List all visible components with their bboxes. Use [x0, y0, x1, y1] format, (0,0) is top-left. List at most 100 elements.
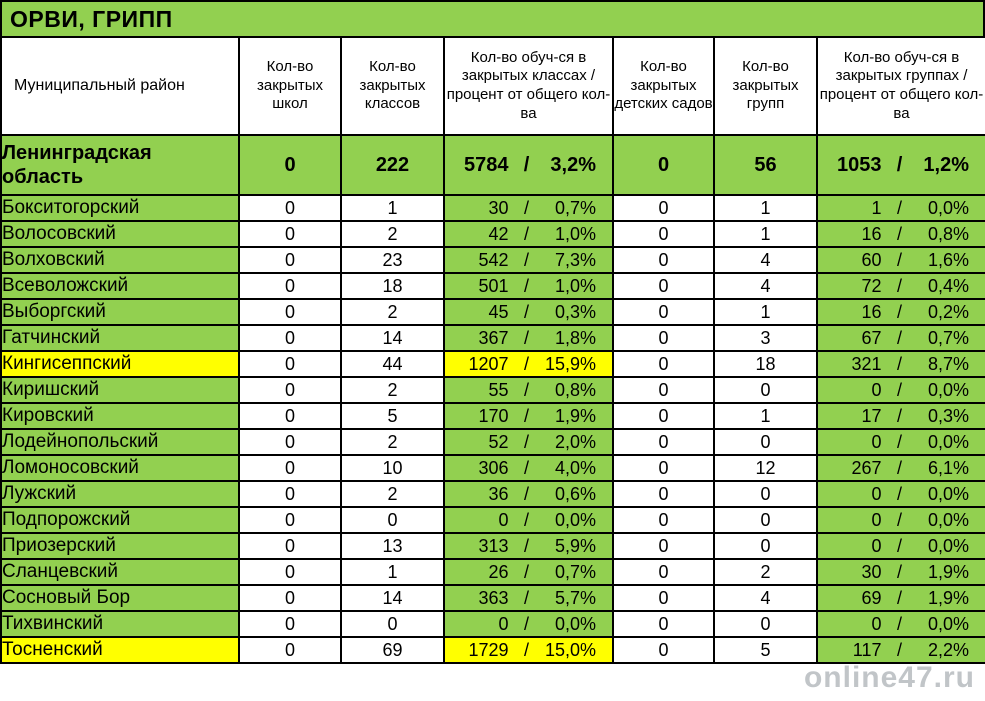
- col-header-district: Муниципальный район: [0, 36, 240, 136]
- group-students-split: 0 / 0,0%: [818, 432, 985, 453]
- closed-groups-cell: 1: [713, 402, 818, 430]
- closed-groups-cell: 56: [713, 134, 818, 196]
- closed-groups-cell: 0: [713, 506, 818, 534]
- closed-classes-cell: 2: [340, 220, 445, 248]
- table-row: Волховский 0 23 542 / 7,3% 0 4 60 / 1,6%: [0, 246, 985, 274]
- closed-classes-cell: 2: [340, 428, 445, 456]
- table-row: Волосовский 0 2 42 / 1,0% 0 1 16 / 0,8%: [0, 220, 985, 248]
- col-header-closed-kindergartens: Кол-во закрытых детских садов: [612, 36, 715, 136]
- group-students-percent: 1,9%: [927, 587, 969, 608]
- closed-classes-cell: 0: [340, 610, 445, 638]
- district-name-cell: Тосненский: [0, 636, 240, 664]
- closed-schools-cell: 0: [238, 558, 342, 586]
- table-row: Приозерский 0 13 313 / 5,9% 0 0 0 / 0,0%: [0, 532, 985, 560]
- slash-separator: /: [523, 639, 529, 660]
- col-header-students-closed-groups: Кол-во обуч-ся в закрытых группах / проц…: [816, 36, 985, 136]
- slash-separator: /: [896, 197, 902, 218]
- district-name-cell: Тихвинский: [0, 610, 240, 638]
- students-split: 1207 / 15,9%: [445, 354, 612, 375]
- closed-kindergartens-cell: 0: [612, 220, 715, 248]
- slash-separator: /: [896, 509, 902, 530]
- slash-separator: /: [523, 197, 529, 218]
- students-in-closed-groups-cell: 117 / 2,2%: [816, 636, 985, 664]
- students-in-closed-groups-cell: 60 / 1,6%: [816, 246, 985, 274]
- closed-classes-cell: 13: [340, 532, 445, 560]
- closed-schools-cell: 0: [238, 246, 342, 274]
- group-students-count: 72: [861, 275, 882, 296]
- closed-kindergartens-cell: 0: [612, 558, 715, 586]
- students-percent: 7,3%: [554, 249, 596, 270]
- students-in-closed-classes-cell: 55 / 0,8%: [443, 376, 614, 404]
- students-count: 36: [488, 483, 509, 504]
- students-split: 0 / 0,0%: [445, 510, 612, 531]
- slash-separator: /: [896, 431, 902, 452]
- closed-kindergartens-cell: 0: [612, 134, 715, 196]
- closed-classes-cell: 23: [340, 246, 445, 274]
- district-name-cell: Гатчинский: [0, 324, 240, 352]
- students-in-closed-classes-cell: 1729 / 15,0%: [443, 636, 614, 664]
- group-students-split: 1 / 0,0%: [818, 198, 985, 219]
- students-in-closed-classes-cell: 306 / 4,0%: [443, 454, 614, 482]
- group-students-count: 267: [851, 457, 882, 478]
- students-in-closed-classes-cell: 26 / 0,7%: [443, 558, 614, 586]
- district-name: Всеволожский: [2, 275, 129, 297]
- closed-groups-cell: 0: [713, 376, 818, 404]
- group-students-split: 16 / 0,8%: [818, 224, 985, 245]
- district-name: Волховский: [2, 249, 105, 271]
- students-in-closed-groups-cell: 30 / 1,9%: [816, 558, 985, 586]
- group-students-percent: 6,1%: [927, 457, 969, 478]
- district-name-cell: Всеволожский: [0, 272, 240, 300]
- group-students-split: 117 / 2,2%: [818, 640, 985, 661]
- closed-classes-cell: 2: [340, 480, 445, 508]
- students-in-closed-groups-cell: 0 / 0,0%: [816, 532, 985, 560]
- closed-groups-cell: 3: [713, 324, 818, 352]
- students-split: 45 / 0,3%: [445, 302, 612, 323]
- students-split: 363 / 5,7%: [445, 588, 612, 609]
- group-students-percent: 0,3%: [927, 405, 969, 426]
- report-title-bar: ОРВИ, ГРИПП: [0, 0, 985, 36]
- group-students-split: 267 / 6,1%: [818, 458, 985, 479]
- closed-groups-cell: 1: [713, 194, 818, 222]
- students-count: 170: [478, 405, 509, 426]
- group-students-split: 0 / 0,0%: [818, 614, 985, 635]
- group-students-count: 0: [871, 379, 882, 400]
- students-percent: 5,7%: [554, 587, 596, 608]
- students-in-closed-classes-cell: 0 / 0,0%: [443, 506, 614, 534]
- group-students-count: 16: [861, 301, 882, 322]
- students-split: 26 / 0,7%: [445, 562, 612, 583]
- closed-kindergartens-cell: 0: [612, 428, 715, 456]
- group-students-split: 60 / 1,6%: [818, 250, 985, 271]
- students-count: 367: [478, 327, 509, 348]
- closed-classes-cell: 0: [340, 506, 445, 534]
- group-students-count: 0: [871, 431, 882, 452]
- closed-schools-cell: 0: [238, 610, 342, 638]
- closed-classes-cell: 18: [340, 272, 445, 300]
- group-students-percent: 0,0%: [927, 509, 969, 530]
- district-name-cell: Кингисеппский: [0, 350, 240, 378]
- group-students-percent: 1,6%: [927, 249, 969, 270]
- students-count: 55: [488, 379, 509, 400]
- students-split: 42 / 1,0%: [445, 224, 612, 245]
- table-row: Сосновый Бор 0 14 363 / 5,7% 0 4 69 / 1,…: [0, 584, 985, 612]
- table-row: Тосненский 0 69 1729 / 15,0% 0 5 117 / 2…: [0, 636, 985, 664]
- students-count: 363: [478, 587, 509, 608]
- group-students-split: 0 / 0,0%: [818, 380, 985, 401]
- table-row: Киришский 0 2 55 / 0,8% 0 0 0 / 0,0%: [0, 376, 985, 404]
- district-name-cell: Ломоносовский: [0, 454, 240, 482]
- closed-schools-cell: 0: [238, 298, 342, 326]
- slash-separator: /: [523, 483, 529, 504]
- slash-separator: /: [896, 327, 902, 348]
- slash-separator: /: [896, 405, 902, 426]
- orvi-gripp-table: Муниципальный район Кол-во закрытых школ…: [0, 36, 985, 664]
- students-percent: 0,0%: [554, 509, 596, 530]
- students-in-closed-groups-cell: 67 / 0,7%: [816, 324, 985, 352]
- group-students-count: 1: [871, 197, 882, 218]
- students-in-closed-classes-cell: 501 / 1,0%: [443, 272, 614, 300]
- group-students-count: 67: [861, 327, 882, 348]
- district-name-cell: Приозерский: [0, 532, 240, 560]
- students-count: 5784: [464, 153, 509, 176]
- group-students-split: 1053 / 1,2%: [818, 154, 985, 177]
- district-name: Тихвинский: [2, 613, 104, 635]
- closed-schools-cell: 0: [238, 584, 342, 612]
- closed-groups-cell: 2: [713, 558, 818, 586]
